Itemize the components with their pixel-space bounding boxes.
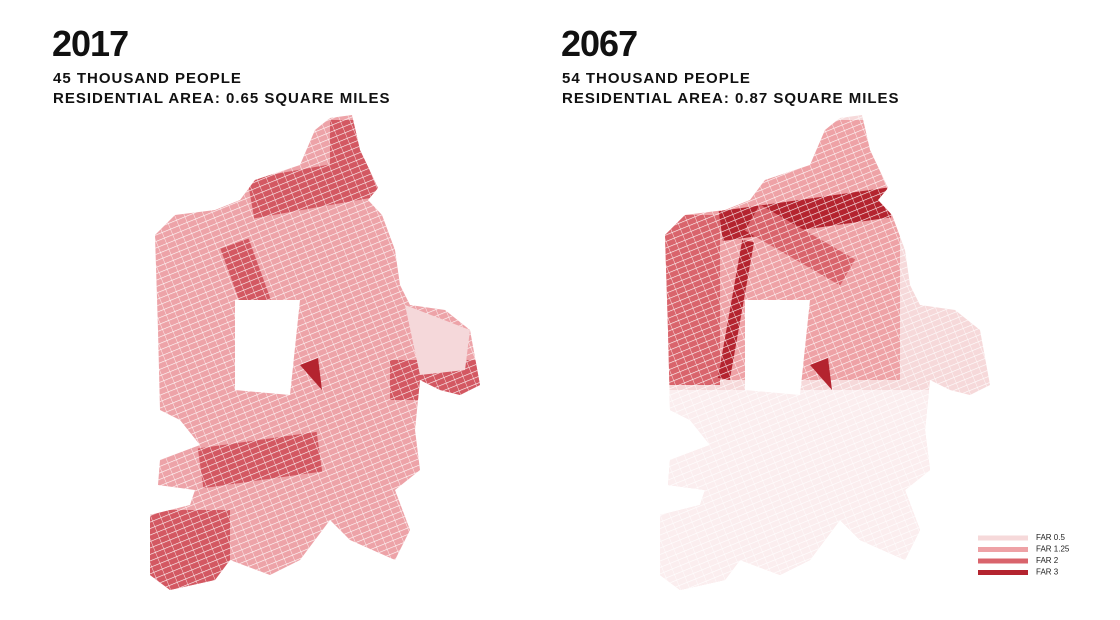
legend-label: FAR 1.25 [1036,545,1070,554]
year: 2067 [561,23,637,64]
legend: FAR 0.5 FAR 1.25 FAR 2 FAR 3 [978,533,1070,577]
legend-label: FAR 2 [1036,556,1059,565]
population: 45 THOUSAND PEOPLE [53,70,242,87]
map-2067 [660,115,990,590]
legend-swatch [978,558,1028,564]
area: RESIDENTIAL AREA: 0.65 SQUARE MILES [53,90,391,107]
year: 2017 [52,23,128,64]
legend-label: FAR 3 [1036,568,1059,577]
header-2067: 2067 54 THOUSAND PEOPLE RESIDENTIAL AREA… [561,23,900,107]
population: 54 THOUSAND PEOPLE [562,70,751,87]
legend-label: FAR 0.5 [1036,533,1065,542]
map-2017 [150,115,480,590]
legend-swatch [978,535,1028,541]
legend-swatch [978,570,1028,575]
area: RESIDENTIAL AREA: 0.87 SQUARE MILES [562,90,900,107]
header-2017: 2017 45 THOUSAND PEOPLE RESIDENTIAL AREA… [52,23,391,107]
legend-swatch [978,547,1028,552]
